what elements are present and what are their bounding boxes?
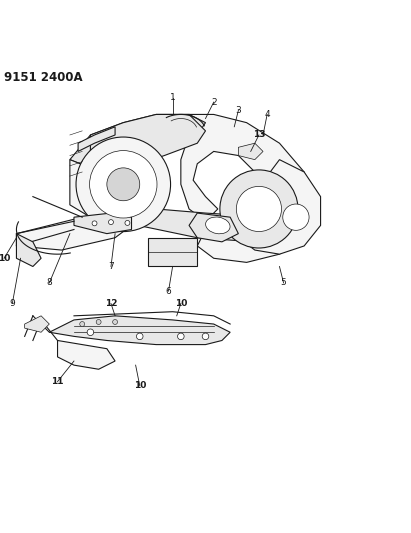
Text: 12: 12: [105, 299, 117, 308]
Circle shape: [220, 170, 298, 248]
Polygon shape: [16, 233, 41, 266]
Circle shape: [76, 137, 171, 231]
Text: 5: 5: [281, 278, 286, 287]
Polygon shape: [16, 213, 132, 250]
Text: 1: 1: [170, 93, 175, 102]
Circle shape: [113, 319, 118, 325]
Circle shape: [178, 333, 184, 340]
Polygon shape: [238, 143, 263, 160]
Circle shape: [125, 221, 130, 225]
Text: 10: 10: [0, 254, 10, 263]
Polygon shape: [148, 238, 197, 266]
Circle shape: [236, 187, 282, 231]
Polygon shape: [49, 316, 230, 345]
Circle shape: [80, 321, 85, 327]
Text: 10: 10: [175, 299, 187, 308]
Circle shape: [107, 168, 140, 201]
Polygon shape: [78, 127, 115, 151]
Text: 9: 9: [9, 299, 15, 308]
Polygon shape: [25, 316, 49, 332]
Ellipse shape: [206, 217, 230, 234]
Text: 11: 11: [51, 377, 64, 386]
Polygon shape: [58, 341, 115, 369]
Text: 13: 13: [253, 131, 265, 140]
Polygon shape: [70, 160, 115, 217]
Circle shape: [202, 333, 209, 340]
Circle shape: [90, 151, 157, 218]
Circle shape: [87, 329, 94, 336]
Circle shape: [136, 333, 143, 340]
Circle shape: [96, 319, 101, 325]
Circle shape: [283, 204, 309, 230]
Polygon shape: [70, 115, 206, 168]
Polygon shape: [181, 115, 312, 262]
Text: 2: 2: [211, 98, 217, 107]
Text: 9151 2400A: 9151 2400A: [4, 71, 83, 84]
Text: 3: 3: [236, 106, 241, 115]
Text: 8: 8: [46, 278, 52, 287]
Circle shape: [109, 220, 113, 224]
Polygon shape: [189, 213, 238, 242]
Polygon shape: [74, 213, 132, 233]
Polygon shape: [99, 209, 279, 242]
Polygon shape: [90, 115, 206, 172]
Text: 10: 10: [134, 381, 146, 390]
Polygon shape: [238, 160, 321, 254]
Text: 4: 4: [264, 110, 270, 119]
Text: 6: 6: [166, 287, 171, 296]
Text: 7: 7: [108, 262, 114, 271]
Circle shape: [92, 221, 97, 226]
